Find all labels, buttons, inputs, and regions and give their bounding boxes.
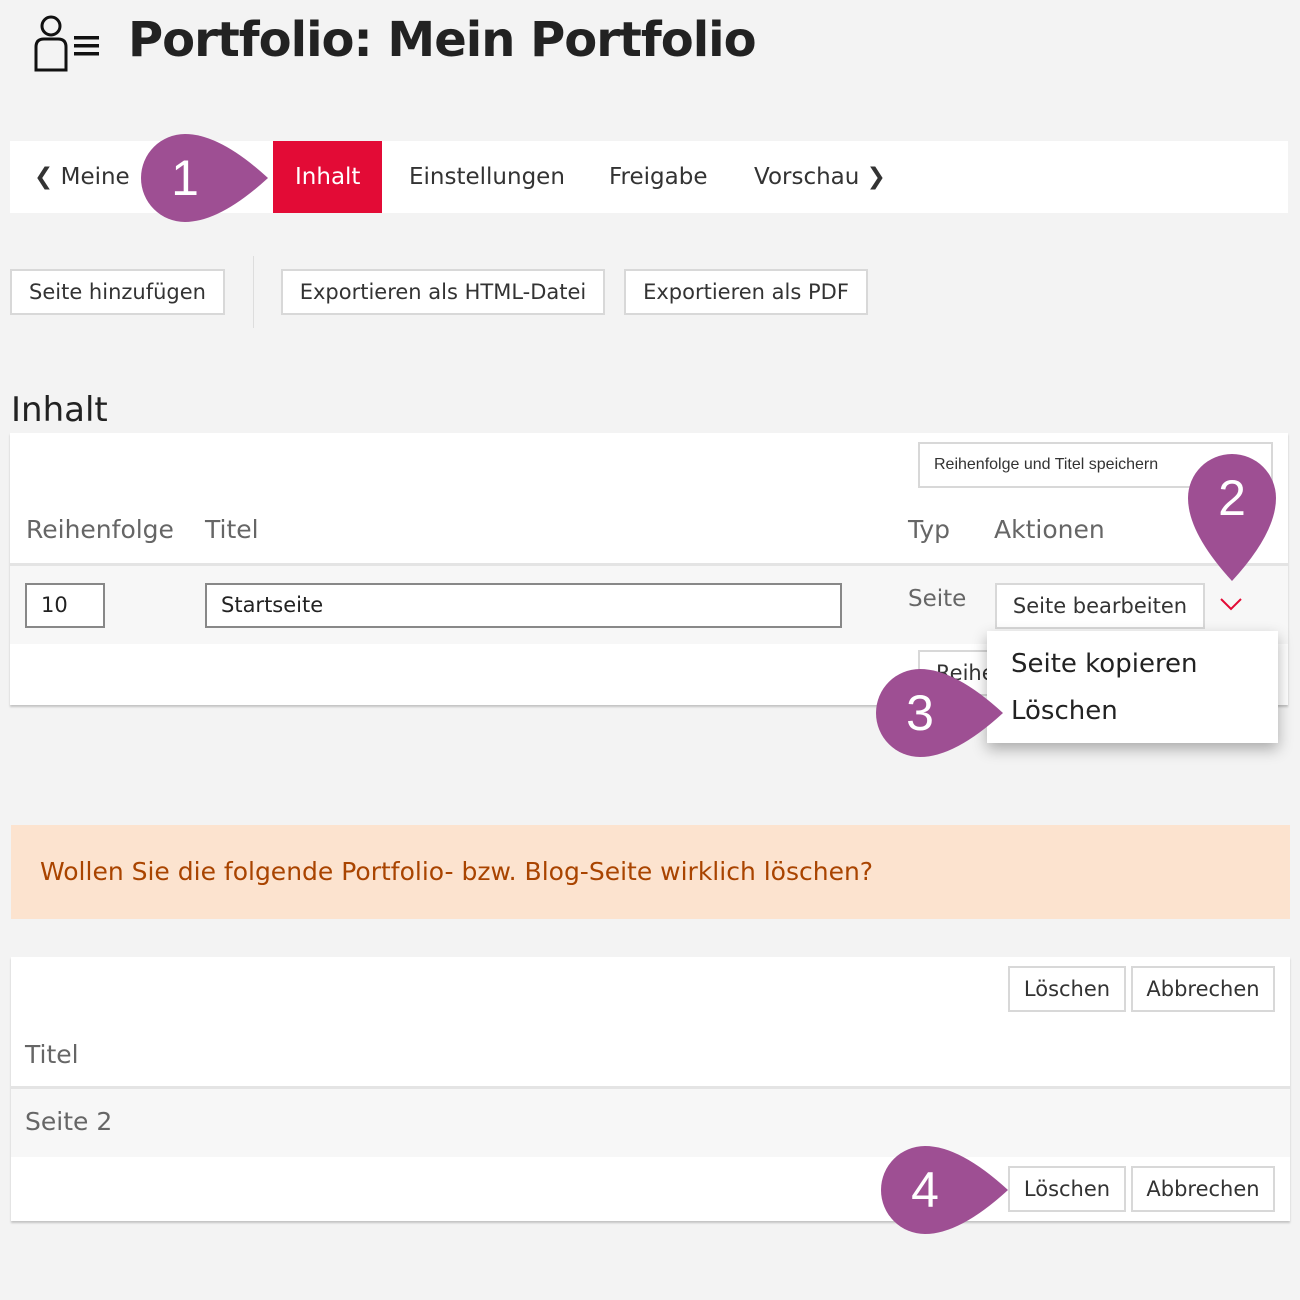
edit-page-button[interactable]: Seite bearbeiten [995,583,1205,629]
col-titel: Titel [25,1040,79,1069]
chevron-left-icon: ❮ [34,164,54,190]
tab-einstellungen[interactable]: Einstellungen [409,164,565,190]
tab-freigabe[interactable]: Freigabe [609,164,708,190]
menu-item-delete[interactable]: Löschen [1011,696,1118,726]
marker-pin-icon [881,1146,1008,1234]
table-row: 10 Startseite Seite Seite bearbeiten [10,563,1288,644]
col-aktionen: Aktionen [994,515,1105,544]
vorschau-label: Vorschau [754,164,860,190]
tab-inhalt[interactable]: Inhalt [273,141,383,213]
chevron-right-icon: ❯ [866,164,886,190]
chevron-down-icon[interactable] [1219,596,1243,612]
step-marker-2: 2 [1187,453,1277,588]
tab-vorschau[interactable]: Vorschau ❯ [754,141,886,213]
marker-number: 2 [1218,470,1246,526]
marker-pin-icon [1188,454,1276,581]
marker-pin-icon [876,669,1003,757]
back-tab[interactable]: ❮ Meine [34,141,130,213]
add-page-button[interactable]: Seite hinzufügen [10,269,225,315]
step-marker-4: 4 [880,1145,1015,1235]
col-reihenfolge: Reihenfolge [26,515,174,544]
type-cell: Seite [908,586,967,612]
portfolio-user-icon [34,15,99,72]
col-typ: Typ [908,515,951,544]
delete-button-top[interactable]: Löschen [1008,966,1126,1012]
actions-dropdown: Seite kopieren Löschen [987,631,1278,743]
marker-number: 4 [911,1162,939,1218]
confirm-table: Löschen Abbrechen Titel Seite 2 Löschen … [11,957,1290,1221]
cancel-button-top[interactable]: Abbrechen [1131,966,1275,1012]
confirm-alert: Wollen Sie die folgende Portfolio- bzw. … [11,825,1290,919]
export-pdf-button[interactable]: Exportieren als PDF [624,269,868,315]
cancel-button-bottom[interactable]: Abbrechen [1131,1166,1275,1212]
marker-number: 1 [171,150,199,206]
marker-pin-icon [141,134,268,222]
order-input[interactable]: 10 [25,583,105,628]
back-label: Meine [60,164,130,190]
page-title: Portfolio: Mein Portfolio [128,12,757,68]
col-titel: Titel [205,515,259,544]
title-input[interactable]: Startseite [205,583,842,628]
step-marker-3: 3 [875,668,1010,758]
delete-button-bottom[interactable]: Löschen [1008,1166,1126,1212]
divider [253,256,254,328]
page-title-cell: Seite 2 [25,1107,113,1136]
table-row: Seite 2 [11,1086,1290,1157]
section-heading: Inhalt [11,390,108,430]
menu-item-copy-page[interactable]: Seite kopieren [1011,649,1198,679]
step-marker-1: 1 [140,133,275,223]
export-html-button[interactable]: Exportieren als HTML-Datei [281,269,605,315]
marker-number: 3 [906,685,934,741]
